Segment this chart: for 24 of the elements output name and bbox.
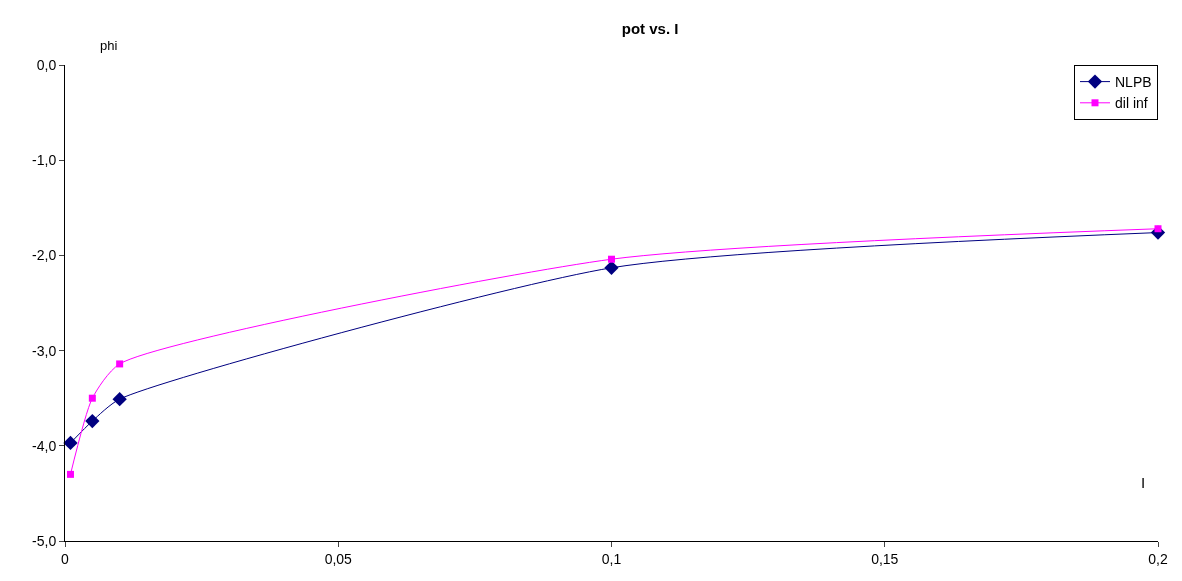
point <box>63 435 78 451</box>
point <box>88 394 96 402</box>
x-axis-title: I <box>1141 474 1146 491</box>
y-tick-label: -4,0 <box>32 437 57 454</box>
y-tick-label: -5,0 <box>32 532 57 549</box>
point <box>112 392 127 407</box>
y-axis-title: phi <box>100 38 118 53</box>
legend-label: dil inf <box>1115 95 1148 112</box>
y-tick-label: -2,0 <box>32 247 57 264</box>
point <box>85 413 100 429</box>
y-tick-label: -3,0 <box>32 342 57 359</box>
y-tick-label: -1,0 <box>32 152 57 169</box>
chart-title: pot vs. I <box>621 19 679 37</box>
y-tick-label: 0,0 <box>36 56 57 73</box>
point <box>608 255 615 263</box>
x-tick-label: 0 <box>61 550 70 567</box>
point <box>604 260 619 275</box>
x-tick-label: 0,2 <box>1148 550 1168 567</box>
point <box>116 360 124 368</box>
legend-label: NLPB <box>1115 74 1152 91</box>
x-tick-label: 0,1 <box>601 550 622 567</box>
point <box>66 470 74 478</box>
x-tick-label: 0,15 <box>871 550 899 567</box>
x-tick-label: 0,05 <box>324 550 353 567</box>
